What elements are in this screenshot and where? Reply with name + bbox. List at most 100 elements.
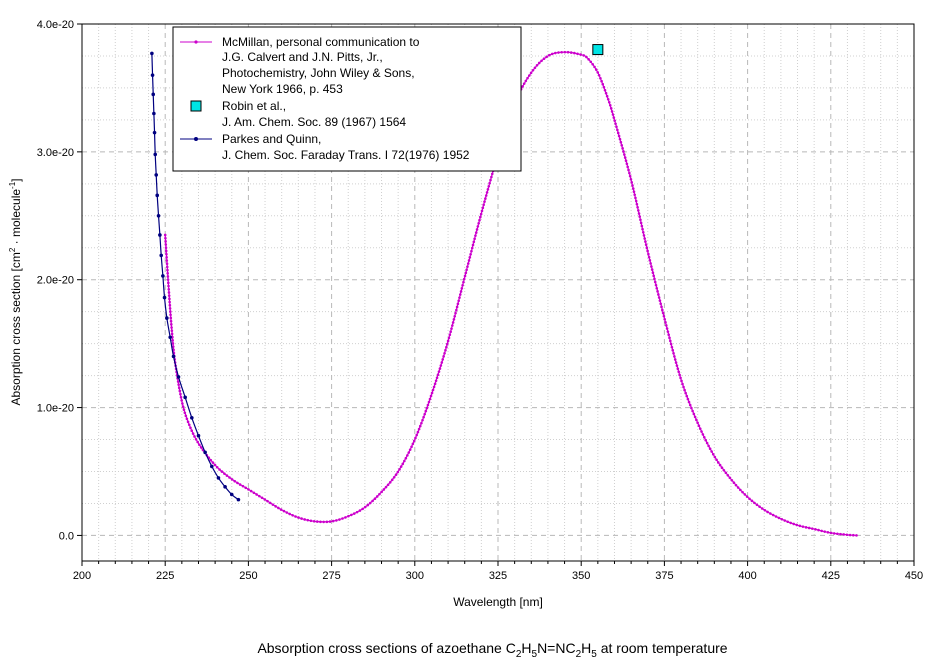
data-point-mcmillan	[338, 518, 341, 521]
legend-entry-mcmillan: McMillan, personal communication to J.G.…	[180, 35, 420, 96]
data-point-mcmillan	[282, 509, 286, 513]
data-point-mcmillan	[352, 512, 356, 515]
data-point-mcmillan	[199, 446, 203, 449]
data-point-mcmillan	[599, 76, 602, 80]
data-point-mcmillan	[748, 497, 751, 501]
data-point-mcmillan	[341, 517, 344, 520]
data-point-mcmillan	[707, 444, 710, 448]
data-point-mcmillan	[427, 400, 431, 404]
data-point-mcmillan	[660, 308, 664, 312]
legend-robin-marker	[190, 100, 202, 112]
data-point-mcmillan	[629, 177, 633, 181]
data-point-mcmillan	[344, 516, 347, 519]
data-point-mcmillan	[193, 435, 196, 438]
data-point-mcmillan	[164, 243, 168, 246]
data-point-mcmillan	[309, 519, 313, 523]
data-point-mcmillan	[433, 382, 437, 386]
data-point-mcmillan	[680, 379, 683, 383]
data-point-mcmillan	[260, 496, 264, 500]
data-point-mcmillan	[209, 458, 213, 462]
data-point-mcmillan	[722, 468, 726, 472]
data-point-mcmillan	[225, 474, 229, 477]
data-point-mcmillan	[548, 53, 551, 57]
data-point-mcmillan	[623, 156, 627, 159]
y-tick-label: 0.0	[59, 530, 74, 542]
data-point-mcmillan	[425, 406, 429, 410]
data-point-mcmillan	[450, 327, 453, 330]
data-point-mcmillan	[531, 68, 535, 72]
data-point-mcmillan	[168, 297, 171, 301]
data-point-parkes	[209, 464, 214, 469]
data-point-mcmillan	[705, 441, 709, 445]
data-point-parkes	[203, 450, 207, 455]
data-point-mcmillan	[467, 259, 471, 262]
data-point-mcmillan	[487, 184, 491, 188]
data-point-mcmillan	[613, 119, 616, 122]
data-point-mcmillan	[165, 265, 169, 269]
data-point-mcmillan	[728, 476, 732, 480]
data-point-parkes	[190, 416, 194, 420]
data-point-mcmillan	[657, 296, 661, 299]
data-point-mcmillan	[569, 51, 573, 54]
data-point-mcmillan	[396, 470, 400, 474]
data-point-mcmillan	[380, 490, 383, 494]
absorption-chart: 200 225 250 275 300 325 350 375 400 425 450 0.0 1.0e…	[8, 19, 923, 609]
data-point-mcmillan	[646, 249, 649, 253]
data-point-mcmillan	[783, 519, 787, 522]
data-point-mcmillan	[606, 97, 610, 101]
data-point-mcmillan	[164, 249, 168, 253]
data-point-mcmillan	[328, 520, 332, 523]
legend-entry-parkes: Parkes and Quinn, J. Chem. Soc. Faraday …	[180, 132, 470, 162]
data-point-mcmillan	[166, 278, 170, 281]
legend-entry-robin: Robin et al., J. Am. Chem. Soc. 89 (1967…	[190, 99, 406, 129]
data-point-mcmillan	[456, 302, 460, 306]
data-point-mcmillan	[417, 427, 421, 431]
data-point-mcmillan	[196, 440, 199, 444]
data-point-mcmillan	[535, 64, 539, 67]
data-point-mcmillan	[462, 277, 466, 281]
data-point-mcmillan	[178, 389, 182, 393]
data-point-mcmillan	[691, 409, 694, 413]
data-point-mcmillan	[624, 159, 628, 162]
data-point-mcmillan	[780, 517, 784, 521]
data-point-mcmillan	[557, 51, 560, 54]
data-point-mcmillan	[671, 348, 675, 352]
data-point-mcmillan	[605, 94, 609, 98]
data-point-mcmillan	[631, 187, 635, 190]
data-point-mcmillan	[789, 521, 792, 525]
data-point-mcmillan	[591, 62, 594, 66]
data-point-mcmillan	[602, 85, 606, 89]
data-point-mcmillan	[300, 517, 303, 520]
data-point-mcmillan	[716, 461, 720, 464]
data-point-mcmillan	[165, 252, 168, 256]
data-point-mcmillan	[474, 234, 477, 237]
data-point-parkes	[150, 73, 155, 77]
data-point-mcmillan	[769, 512, 772, 515]
data-point-mcmillan	[798, 524, 802, 528]
data-point-mcmillan	[187, 423, 191, 427]
data-point-mcmillan	[189, 426, 192, 430]
data-point-mcmillan	[708, 447, 712, 451]
y-tick-label: 4.0e-20	[37, 19, 74, 31]
data-point-mcmillan	[524, 79, 528, 83]
data-point-mcmillan	[479, 215, 482, 219]
data-point-mcmillan	[601, 82, 605, 86]
data-point-mcmillan	[183, 411, 187, 415]
data-point-parkes	[156, 213, 161, 218]
data-point-mcmillan	[823, 530, 827, 533]
data-point-mcmillan	[181, 405, 185, 408]
data-point-mcmillan	[688, 403, 692, 407]
data-point-mcmillan	[366, 503, 370, 507]
y-tick-label: 3.0e-20	[37, 147, 74, 159]
data-point-mcmillan	[213, 463, 217, 467]
data-point-mcmillan	[826, 531, 830, 534]
data-point-mcmillan	[600, 79, 603, 83]
data-point-mcmillan	[607, 100, 611, 104]
data-point-parkes	[171, 354, 176, 359]
data-point-mcmillan	[490, 172, 494, 176]
data-point-mcmillan	[653, 277, 656, 281]
data-point-mcmillan	[325, 520, 329, 524]
data-point-mcmillan	[176, 380, 180, 383]
data-point-mcmillan	[641, 230, 645, 234]
data-point-mcmillan	[463, 274, 467, 278]
